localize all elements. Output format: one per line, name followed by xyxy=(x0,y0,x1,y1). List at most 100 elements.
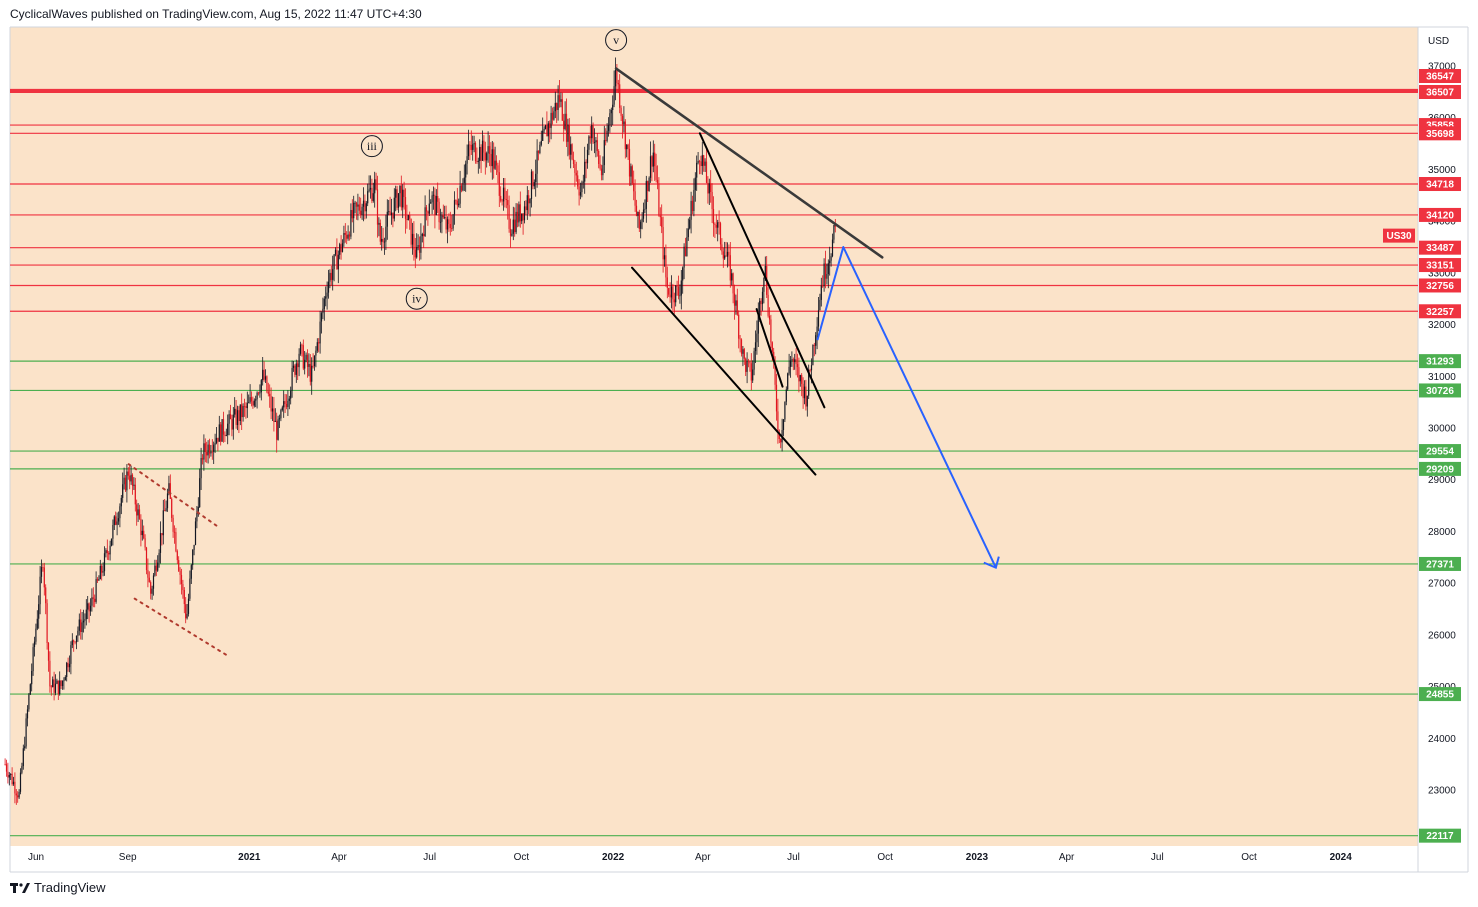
candle-body xyxy=(669,294,671,298)
candle-body xyxy=(376,189,379,225)
candle-body xyxy=(754,342,757,352)
candle-body xyxy=(463,177,465,183)
candle-body xyxy=(410,218,412,245)
candle-body xyxy=(490,154,492,167)
candle-body xyxy=(780,439,782,443)
candle-body xyxy=(551,112,554,120)
candle-body xyxy=(262,369,264,381)
candle-body xyxy=(26,709,29,719)
candle-body xyxy=(277,419,279,440)
descending-resistance-trendline[interactable] xyxy=(614,67,884,259)
candle-body xyxy=(334,249,337,255)
candle-body xyxy=(451,228,453,229)
candle-body xyxy=(479,147,481,161)
candle-body xyxy=(333,254,335,270)
candle-body xyxy=(495,160,498,166)
candle-body xyxy=(423,234,425,236)
publisher-caption: CyclicalWaves published on TradingView.c… xyxy=(10,7,422,21)
candle-body xyxy=(497,165,499,173)
candle-body xyxy=(603,140,605,166)
candle-body xyxy=(749,361,751,364)
wave-label-text: v xyxy=(613,33,619,47)
candle-body xyxy=(428,203,430,214)
candle-body xyxy=(383,241,386,243)
candle-body xyxy=(347,234,349,239)
candle-body xyxy=(690,200,692,220)
wedge-upper-steep-line[interactable] xyxy=(698,132,826,409)
candle-body xyxy=(15,793,17,796)
x-tick-label: Oct xyxy=(877,852,893,863)
candle-body xyxy=(354,202,356,204)
candle-body xyxy=(750,363,752,381)
candle-body xyxy=(110,538,113,546)
candle-body xyxy=(306,354,309,367)
candle-body xyxy=(411,233,414,245)
candle-body xyxy=(472,144,474,150)
candle-body xyxy=(417,245,419,248)
candle-body xyxy=(564,113,566,130)
wedge-inner-line[interactable] xyxy=(755,308,784,388)
x-tick-label: Apr xyxy=(695,852,711,863)
candle-body xyxy=(371,187,373,201)
wave-label-circle[interactable] xyxy=(360,135,383,158)
price-level-tag xyxy=(1419,304,1461,319)
candle-body xyxy=(166,493,169,509)
dotted-channel-lower[interactable] xyxy=(133,597,229,657)
candle-body xyxy=(389,211,391,215)
candle-body xyxy=(528,195,530,204)
candle-body xyxy=(122,484,124,498)
candle-body xyxy=(820,285,822,300)
candle-body xyxy=(829,260,831,264)
candle-body xyxy=(481,140,484,161)
candle-body xyxy=(298,353,300,368)
tradingview-brand[interactable]: TradingView xyxy=(10,880,106,895)
candle-body xyxy=(558,95,561,102)
candle-body xyxy=(487,146,489,154)
candle-body xyxy=(778,432,780,439)
candle-body xyxy=(500,195,502,201)
price-level-tag-text: 34718 xyxy=(1426,180,1454,191)
candle-body xyxy=(652,152,654,167)
projection-arrowhead[interactable] xyxy=(983,556,1000,569)
candle-body xyxy=(116,521,118,525)
candle-body xyxy=(644,208,646,210)
candle-body xyxy=(38,604,40,619)
y-tick-label: 26000 xyxy=(1428,630,1456,641)
candle-body xyxy=(600,168,603,176)
candle-body xyxy=(659,215,661,218)
candle-body xyxy=(291,368,293,391)
wave-label-circle[interactable] xyxy=(405,287,428,310)
candle-body xyxy=(787,373,789,390)
candle-body xyxy=(635,205,638,216)
candle-body xyxy=(557,95,559,110)
candle-body xyxy=(182,584,184,591)
candle-body xyxy=(241,404,243,418)
candle-body xyxy=(102,571,104,573)
price-level-tag-text: 36507 xyxy=(1426,88,1454,99)
candle-body xyxy=(616,70,618,83)
candle-body xyxy=(294,365,296,375)
symbol-tag[interactable] xyxy=(1383,228,1415,243)
currency-label: USD xyxy=(1428,36,1449,47)
candle-body xyxy=(180,574,183,584)
candle-body xyxy=(719,223,722,245)
y-tick-label: 27000 xyxy=(1428,579,1456,590)
candle-body xyxy=(676,285,678,287)
candle-body xyxy=(264,376,267,380)
wedge-lower-line[interactable] xyxy=(631,266,817,476)
candle-body xyxy=(728,251,730,256)
candle-body xyxy=(502,187,505,202)
candle-body xyxy=(431,195,433,203)
candle-body xyxy=(808,369,810,396)
candle-body xyxy=(626,144,628,150)
candle-body xyxy=(143,530,145,539)
candle-body xyxy=(206,452,208,456)
wave-label-circle[interactable] xyxy=(605,29,628,52)
candle-body xyxy=(759,300,761,316)
candle-body xyxy=(8,775,10,778)
candle-body xyxy=(633,183,635,192)
dotted-channel-upper[interactable] xyxy=(127,463,219,528)
projection-path[interactable] xyxy=(816,246,997,569)
candle-body xyxy=(689,219,691,229)
